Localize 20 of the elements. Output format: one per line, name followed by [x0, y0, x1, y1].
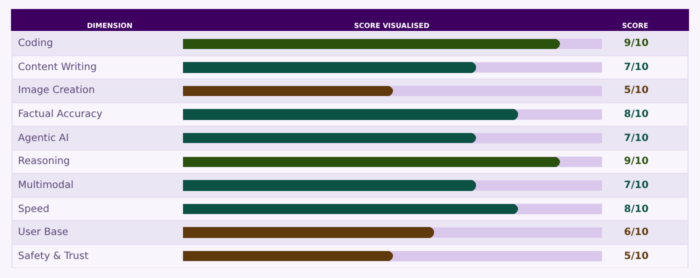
y-tick-label: User Base: [18, 227, 68, 238]
y-tick-label: Speed: [18, 204, 50, 215]
data-label: 6/10: [624, 227, 649, 238]
y-tick-label: Safety & Trust: [18, 251, 88, 262]
data-label: 9/10: [624, 156, 649, 167]
data-label: 8/10: [624, 109, 649, 120]
y-tick-label: Coding: [18, 38, 53, 49]
y-tick-label: Reasoning: [18, 156, 70, 167]
data-label: 7/10: [624, 62, 649, 73]
y-tick-label: Multimodal: [18, 180, 74, 191]
data-label: 7/10: [624, 133, 649, 144]
data-label: 5/10: [624, 85, 649, 96]
y-tick-label: Factual Accuracy: [18, 109, 103, 120]
data-label: 7/10: [624, 180, 649, 191]
y-tick-label: Image Creation: [18, 85, 95, 96]
y-tick-label: Content Writing: [18, 62, 97, 73]
data-label: 8/10: [624, 204, 649, 215]
data-label: 9/10: [624, 38, 649, 49]
y-tick-label: Agentic AI: [18, 133, 69, 144]
data-label: 5/10: [624, 251, 649, 262]
